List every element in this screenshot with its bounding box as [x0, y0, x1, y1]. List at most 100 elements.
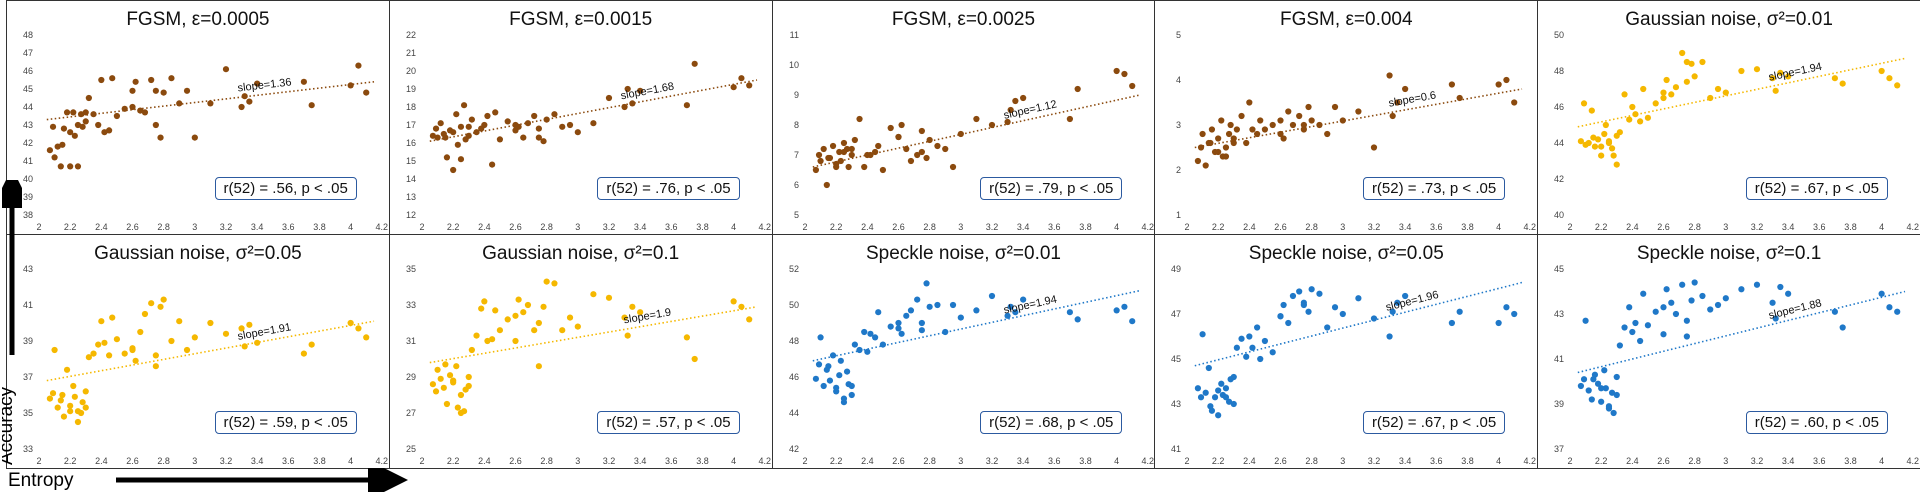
data-point	[1598, 143, 1605, 150]
data-point	[1269, 349, 1277, 356]
chart-svg: 42 44 46 48 50 52 2 2.2 2.4 2.6 2.8 3 3.2 3.4 3.6 3.8 4 4…	[789, 264, 1154, 466]
x-tick-label: 2	[802, 456, 807, 466]
x-tick-label: 3.2	[1368, 456, 1381, 466]
data-point	[1290, 292, 1297, 300]
data-point	[1340, 117, 1347, 124]
x-tick-label: 3	[1341, 456, 1346, 466]
data-point	[137, 107, 144, 114]
data-point	[82, 109, 89, 116]
x-tick-label: 3.2	[1368, 222, 1381, 232]
data-point	[1738, 286, 1745, 293]
data-point	[1120, 303, 1128, 310]
trendline	[1577, 290, 1906, 374]
y-tick-label: 52	[789, 264, 799, 274]
data-point	[1215, 148, 1222, 156]
data-point	[141, 109, 149, 116]
x-tick-label: 2.2	[64, 456, 77, 466]
data-point	[918, 319, 925, 327]
data-point	[519, 134, 527, 141]
x-tick-label: 2.6	[126, 222, 139, 232]
data-point	[443, 400, 450, 408]
data-point	[1308, 286, 1316, 293]
data-point	[1613, 132, 1621, 139]
data-point	[1456, 308, 1464, 315]
data-point	[524, 301, 531, 309]
data-point	[132, 357, 139, 364]
data-point	[95, 121, 102, 129]
data-point	[1769, 75, 1776, 82]
data-point	[191, 134, 198, 141]
x-tick-label: 3.6	[1430, 222, 1443, 232]
data-point	[465, 132, 472, 139]
y-tick-label: 45	[1171, 354, 1181, 364]
data-point	[496, 136, 503, 143]
data-point	[85, 94, 92, 102]
data-point	[832, 160, 839, 168]
data-point	[1234, 344, 1241, 351]
x-tick-label: 3.6	[282, 456, 295, 466]
data-point	[449, 166, 457, 174]
data-point	[1663, 286, 1670, 293]
data-point	[824, 154, 832, 162]
data-point	[923, 154, 930, 162]
data-point	[1301, 126, 1308, 133]
data-point	[59, 141, 66, 148]
data-point	[191, 334, 198, 341]
data-point	[1715, 301, 1722, 309]
data-point	[851, 136, 858, 144]
correlation-stat: r(52) = .57, p < .05	[597, 411, 740, 434]
data-point	[1215, 135, 1222, 142]
x-tick-label: 3.4	[634, 222, 647, 232]
data-point	[894, 325, 902, 332]
data-point	[59, 391, 66, 399]
data-point	[1660, 94, 1667, 102]
y-axis-label-text: Accuracy	[2, 386, 17, 465]
x-tick-label: 3.2	[220, 456, 233, 466]
data-point	[457, 156, 464, 163]
y-tick-label: 39	[1554, 399, 1564, 409]
data-point	[1769, 299, 1776, 306]
data-point	[67, 402, 74, 409]
data-point	[817, 157, 824, 165]
y-tick-label: 45	[23, 84, 33, 94]
data-point	[504, 118, 511, 125]
data-point	[730, 84, 737, 91]
slope-label: slope=0.6	[1388, 89, 1437, 109]
y-tick-label: 3	[1176, 120, 1181, 130]
data-point	[535, 134, 542, 141]
data-point	[874, 142, 881, 150]
x-tick-label: 4.2	[1907, 456, 1920, 466]
data-point	[829, 142, 836, 150]
data-point	[1601, 130, 1608, 138]
data-point	[70, 382, 77, 390]
data-point	[866, 151, 874, 159]
chart-panel: 40 42 44 46 48 50 2 2.2 2.4 2.6 2.8 3 3.2 3.4 3.6 3.8 4 4…	[1537, 0, 1920, 235]
x-tick-label: 2.4	[861, 222, 874, 232]
data-point	[1202, 162, 1210, 169]
data-point	[1609, 389, 1616, 396]
correlation-stat: r(52) = .59, p < .05	[214, 411, 357, 434]
data-point	[484, 112, 491, 120]
y-tick-label: 21	[406, 48, 416, 58]
data-point	[691, 355, 698, 363]
y-tick-label: 10	[789, 60, 799, 70]
data-point	[691, 60, 698, 67]
trendline	[429, 306, 757, 364]
data-point	[1234, 126, 1241, 133]
data-point	[355, 62, 362, 69]
data-point	[46, 147, 54, 154]
chart-svg: 5 6 7 8 9 10 11 2 2.2 2.4 2.6 2.8 3 3.2 3.4 3.6 3.8 4 4.2 s…	[789, 30, 1154, 232]
slope-label: slope=1.12	[1002, 98, 1057, 121]
data-point	[468, 116, 475, 123]
data-point	[473, 332, 480, 339]
data-point	[913, 151, 920, 159]
data-point	[1707, 94, 1714, 102]
data-point	[465, 373, 472, 381]
x-tick-label: 3	[1723, 456, 1728, 466]
data-point	[1007, 303, 1014, 310]
data-point	[113, 112, 121, 120]
data-point	[90, 350, 97, 357]
data-point	[949, 301, 956, 309]
data-point	[98, 76, 105, 84]
x-tick-label: 2.8	[157, 456, 170, 466]
